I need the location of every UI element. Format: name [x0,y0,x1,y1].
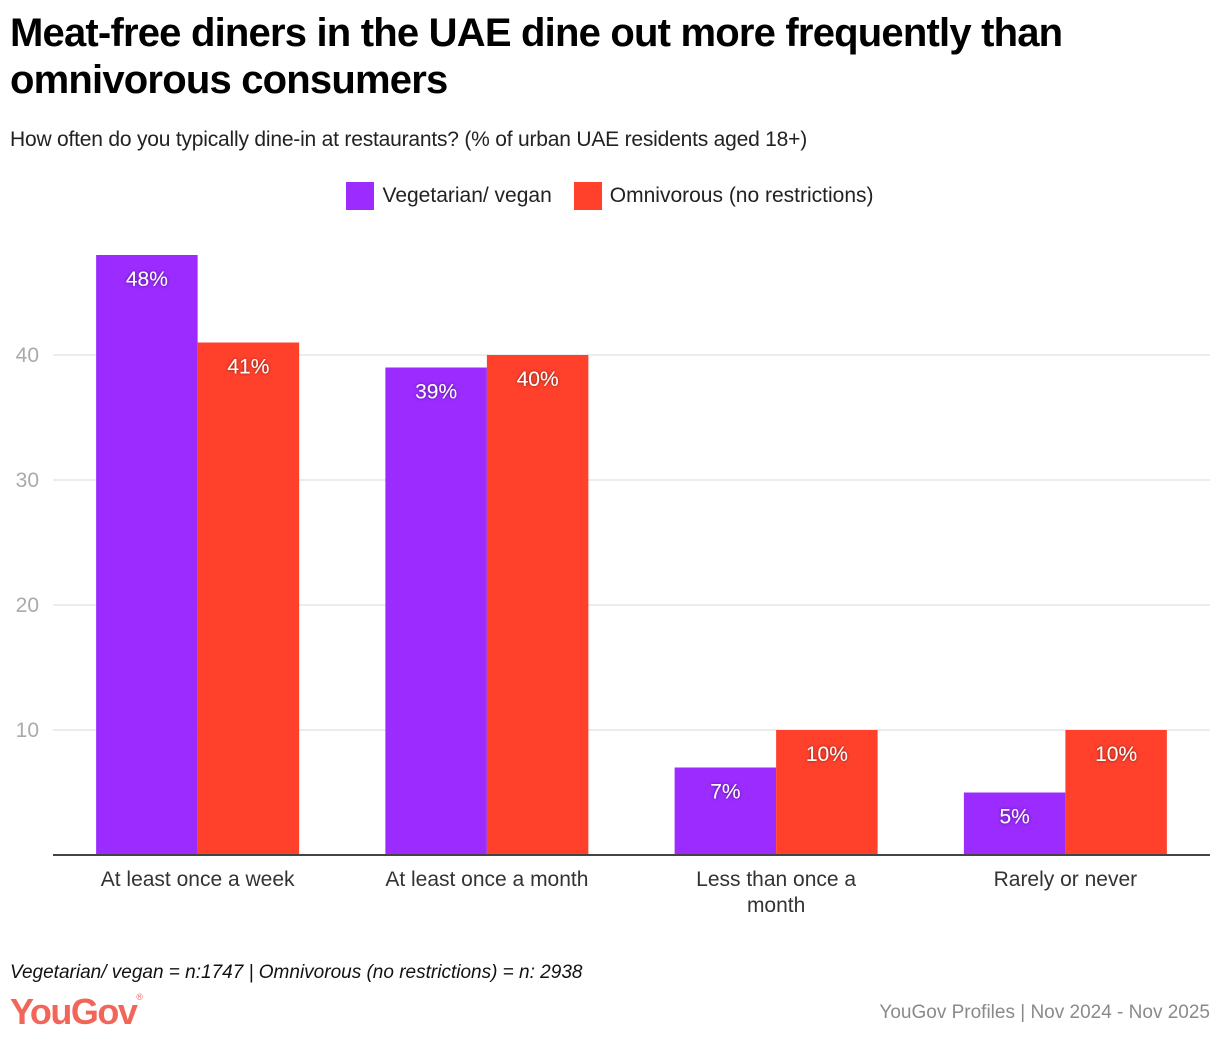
x-category-label: At least once a week [101,868,295,891]
y-tick-label: 20 [16,594,39,617]
sample-size-note: Vegetarian/ vegan = n:1747 | Omnivorous … [10,962,583,983]
yougov-logo: YouGov® [10,991,143,1033]
legend: Vegetarian/ vegan Omnivorous (no restric… [0,182,1220,210]
bar-vegetarian[interactable] [963,792,1066,856]
data-label: 7% [710,781,740,804]
x-category-line: month [747,894,805,917]
bar-omnivorous[interactable] [776,730,878,855]
source-text: YouGov Profiles | Nov 2024 - Nov 2025 [879,1002,1210,1023]
y-tick-label: 30 [16,469,39,492]
x-category-label: Less than once a month [696,868,856,917]
registered-mark: ® [136,992,143,1002]
chart-title: Meat-free diners in the UAE dine out mor… [10,11,1063,102]
x-category-line: Less than once a [696,868,856,891]
bars [96,255,1167,855]
data-label: 40% [517,368,559,391]
bar-vegetarian[interactable] [674,767,777,856]
data-label: 10% [806,743,848,766]
legend-swatch-omnivorous [573,182,602,210]
legend-swatch-vegetarian [346,182,375,210]
data-label: 41% [227,356,269,379]
logo-text: YouGov [10,991,138,1032]
legend-item-omnivorous[interactable]: Omnivorous (no restrictions) [573,182,874,210]
x-category-label: Rarely or never [994,868,1138,891]
y-tick-label: 10 [16,719,39,742]
legend-label-vegetarian: Vegetarian/ vegan [382,184,552,207]
bar-omnivorous[interactable] [197,342,300,856]
data-label: 48% [126,268,168,291]
y-tick-label: 40 [16,344,39,367]
x-category-line: At least once a week [101,868,295,891]
chart-subtitle: How often do you typically dine-in at re… [10,128,808,151]
bar-omnivorous[interactable] [486,355,589,855]
data-labels: 48% 39% 7% 5% 41% 40% 10% 10% [126,268,1137,829]
legend-item-vegetarian[interactable]: Vegetarian/ vegan [346,182,552,210]
data-label: 5% [999,806,1029,829]
bar-vegetarian[interactable] [96,255,198,855]
data-label: 10% [1095,743,1137,766]
legend-label-omnivorous: Omnivorous (no restrictions) [609,184,874,207]
x-category-line: Rarely or never [994,868,1138,891]
x-category-line: At least once a month [385,868,588,891]
data-label: 39% [415,381,457,404]
y-axis-ticks: 10 20 30 40 [16,344,39,742]
bar-vegetarian[interactable] [385,367,487,856]
x-category-label: At least once a month [385,868,588,891]
bar-omnivorous[interactable] [1065,730,1167,855]
x-axis-categories: At least once a week At least once a mont… [101,868,1137,917]
